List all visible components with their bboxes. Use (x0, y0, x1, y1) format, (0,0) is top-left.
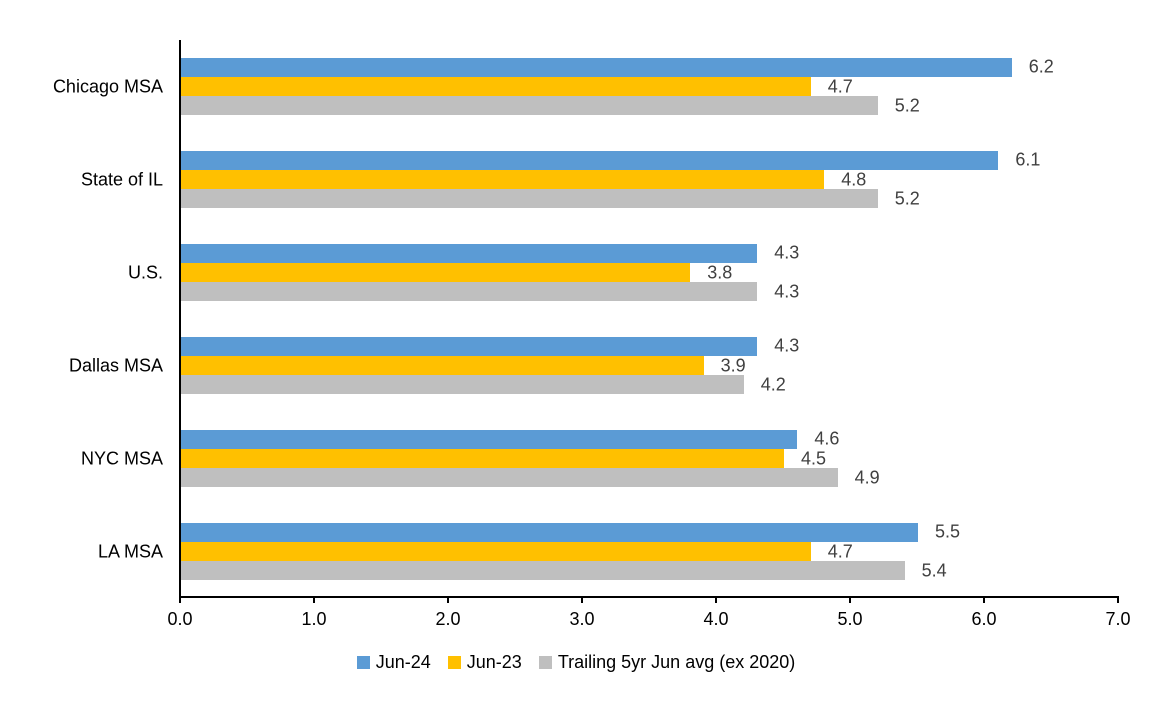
bar (181, 282, 758, 302)
x-axis-tick (581, 596, 583, 603)
bar (181, 561, 905, 581)
bar (181, 468, 838, 488)
x-axis-tick-label: 5.0 (837, 609, 863, 629)
bar (181, 76, 811, 97)
legend-swatch (538, 656, 552, 669)
bar-value-label: 4.3 (774, 281, 800, 302)
y-axis-line (179, 40, 181, 598)
x-axis-tick (447, 596, 449, 603)
x-axis-tick (179, 596, 181, 603)
x-axis-tick-label: 6.0 (971, 609, 997, 629)
bar-value-label: 4.3 (774, 335, 800, 356)
legend-label: Jun-23 (466, 652, 522, 672)
bar (181, 336, 758, 356)
bar-value-label: 4.5 (801, 448, 827, 468)
bar-value-label: 4.8 (841, 169, 867, 189)
legend-label: Jun-24 (375, 652, 431, 672)
legend-item: Jun-24 (356, 652, 431, 673)
bar-value-label: 4.7 (827, 541, 853, 561)
bar-value-label: 5.2 (894, 188, 920, 209)
x-axis-tick-label: 2.0 (435, 609, 461, 629)
x-axis-tick-label: 1.0 (301, 609, 327, 629)
legend-item: Trailing 5yr Jun avg (ex 2020) (538, 652, 796, 673)
bar-value-label: 6.2 (1028, 56, 1054, 77)
bar-value-label: 5.5 (935, 521, 961, 542)
bar (181, 429, 798, 449)
x-axis-tick (983, 596, 985, 603)
bar (181, 522, 918, 542)
x-axis-tick (313, 596, 315, 603)
bar (181, 375, 744, 395)
bar-value-label: 5.4 (921, 560, 947, 581)
legend-swatch (447, 656, 461, 669)
x-axis-tick (849, 596, 851, 603)
bar-value-label: 4.3 (774, 242, 800, 263)
bar-value-label: 4.2 (760, 374, 786, 395)
legend-label: Trailing 5yr Jun avg (ex 2020) (557, 652, 796, 672)
bar (181, 169, 825, 190)
bar (181, 243, 758, 263)
bar (181, 189, 878, 209)
x-axis-tick-label: 0.0 (167, 609, 193, 629)
x-axis-line (179, 596, 1119, 598)
x-axis-tick (1117, 596, 1119, 603)
legend-item: Jun-23 (447, 652, 522, 673)
x-axis-tick-label: 4.0 (703, 609, 729, 629)
x-axis-tick (715, 596, 717, 603)
bar-value-label: 6.1 (1015, 149, 1041, 170)
x-axis-tick-label: 7.0 (1105, 609, 1131, 629)
category-label: NYC MSA (80, 448, 163, 468)
category-label: State of IL (80, 169, 163, 189)
bar (181, 541, 811, 562)
bar (181, 448, 784, 469)
bar-value-label: 3.9 (720, 355, 746, 375)
category-label: LA MSA (97, 541, 163, 561)
bar (181, 96, 878, 116)
bar (181, 355, 704, 376)
bar-value-label: 4.7 (827, 76, 853, 96)
bar-value-label: 4.6 (814, 428, 840, 449)
bar-value-label: 5.2 (894, 95, 920, 116)
category-label: Dallas MSA (68, 355, 163, 375)
legend-swatch (356, 656, 370, 669)
bar-value-label: 3.8 (707, 262, 733, 282)
bar-value-label: 4.9 (854, 467, 880, 488)
category-label: Chicago MSA (52, 76, 163, 96)
bar (181, 57, 1012, 77)
legend: Jun-24 Jun-23 Trailing 5yr Jun avg (ex 202… (0, 652, 1152, 673)
bar (181, 262, 691, 283)
category-label: U.S. (127, 262, 163, 282)
bar (181, 150, 999, 170)
x-axis-tick-label: 3.0 (569, 609, 595, 629)
